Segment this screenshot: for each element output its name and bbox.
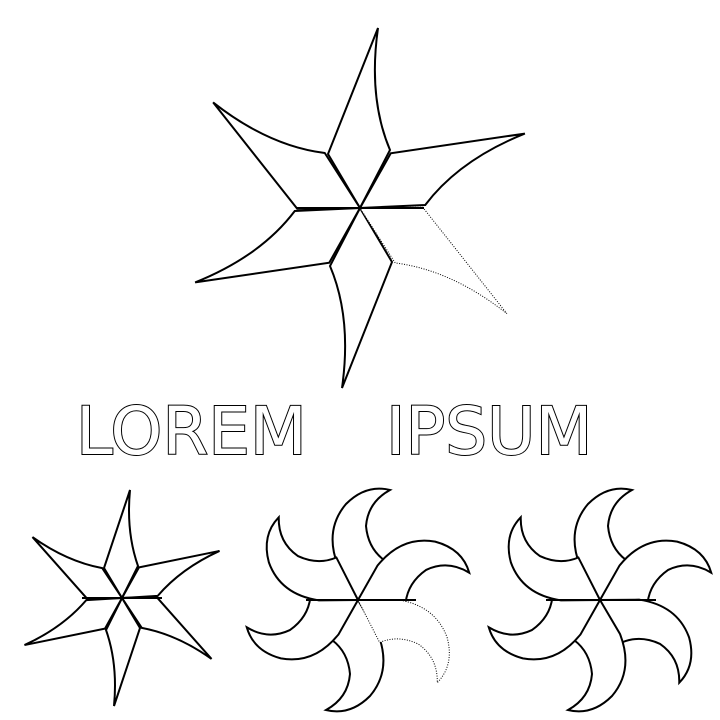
wordmark-lorem: LOREM — [76, 393, 307, 470]
six-blade-pinwheel-icon — [486, 487, 714, 713]
six-blade-pinwheel-partial-icon — [244, 487, 472, 713]
faded-blade — [359, 206, 508, 314]
wordmark-ipsum: IPSUM — [386, 393, 592, 470]
six-blade-star-small-icon — [18, 489, 226, 707]
six-blade-star-outline-icon — [187, 27, 532, 389]
